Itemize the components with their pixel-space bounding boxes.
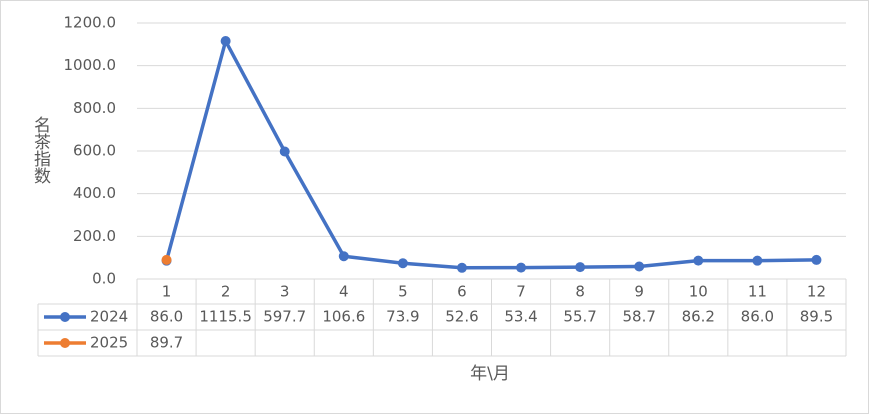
x-tick-label: 4 <box>339 283 349 301</box>
y-axis-title: 名茶指数 <box>30 116 51 184</box>
point <box>161 254 172 265</box>
point <box>279 146 290 157</box>
x-tick-label: 3 <box>280 283 290 301</box>
y-tick-label: 1200.0 <box>64 14 117 32</box>
table-value: 73.9 <box>386 308 419 326</box>
table-value: 106.6 <box>322 308 365 326</box>
table-value: 89.7 <box>150 334 183 352</box>
x-tick-label: 11 <box>748 283 767 301</box>
table-value: 86.2 <box>682 308 715 326</box>
y-tick-label: 0.0 <box>92 270 116 288</box>
legend-marker <box>60 312 70 322</box>
x-tick-label: 12 <box>807 283 826 301</box>
y-tick-label: 600.0 <box>73 142 116 160</box>
table-value: 597.7 <box>263 308 306 326</box>
point <box>634 261 645 272</box>
x-tick-label: 10 <box>689 283 708 301</box>
table-value: 58.7 <box>623 308 656 326</box>
table-value: 55.7 <box>563 308 596 326</box>
x-tick-label: 6 <box>457 283 467 301</box>
x-tick-label: 9 <box>634 283 644 301</box>
point <box>575 262 586 273</box>
x-tick-label: 7 <box>516 283 526 301</box>
legend-label: 2024 <box>90 308 128 326</box>
y-tick-label: 400.0 <box>73 184 116 202</box>
table-value: 86.0 <box>741 308 774 326</box>
point <box>811 254 822 265</box>
table-value: 53.4 <box>504 308 537 326</box>
x-tick-label: 1 <box>162 283 172 301</box>
x-tick-label: 8 <box>575 283 585 301</box>
x-tick-label: 2 <box>221 283 231 301</box>
table-value: 86.0 <box>150 308 183 326</box>
table-value: 1115.5 <box>199 308 252 326</box>
legend-marker <box>60 338 70 348</box>
point <box>693 255 704 266</box>
y-tick-label: 200.0 <box>73 227 116 245</box>
y-tick-label: 1000.0 <box>64 56 117 74</box>
series-line <box>164 39 817 270</box>
x-tick-label: 5 <box>398 283 408 301</box>
point <box>338 251 349 262</box>
table-value: 89.5 <box>800 308 833 326</box>
y-tick-label: 800.0 <box>73 99 116 117</box>
point <box>516 262 527 273</box>
legend-label: 2025 <box>90 334 128 352</box>
point <box>752 255 763 266</box>
table-value: 52.6 <box>445 308 478 326</box>
point <box>397 258 408 269</box>
x-axis-title: 年\月 <box>470 364 510 384</box>
point <box>220 36 231 47</box>
point <box>456 262 467 273</box>
